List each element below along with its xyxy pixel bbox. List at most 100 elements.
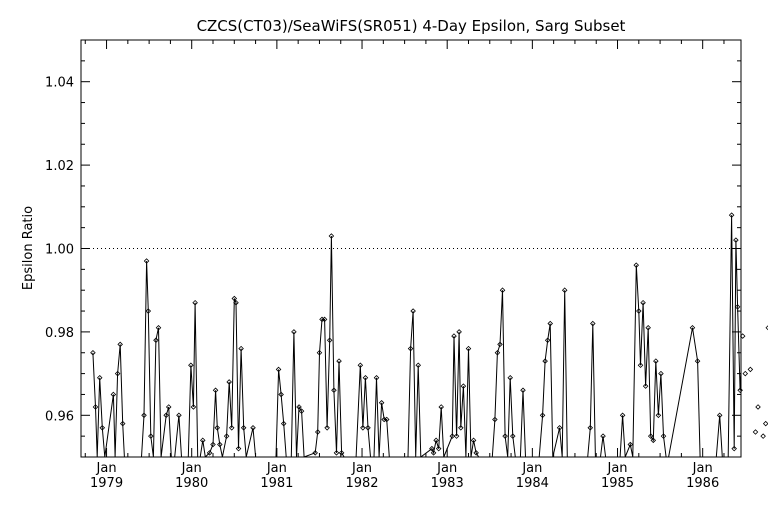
data-point-marker	[223, 433, 230, 439]
data-point-marker	[470, 437, 477, 444]
data-point-marker	[96, 375, 103, 381]
data-point-marker	[453, 433, 460, 439]
data-point-marker	[114, 370, 121, 377]
data-point-marker	[99, 425, 106, 431]
data-point-marker	[619, 412, 626, 419]
data-point-marker	[733, 237, 739, 243]
data-point-marker	[90, 349, 96, 356]
data-point-marker	[176, 412, 182, 419]
data-point-marker	[510, 433, 516, 439]
data-point-marker	[433, 437, 439, 444]
data-point-marker	[378, 400, 385, 406]
data-point-marker	[217, 441, 223, 448]
x-tick-label-month: Jan	[606, 461, 627, 476]
data-point-marker	[660, 433, 667, 439]
data-point-marker	[296, 404, 302, 410]
data-point-marker	[165, 404, 172, 410]
data-point-marker	[492, 416, 498, 423]
data-point-marker	[200, 437, 206, 444]
data-point-marker	[153, 337, 159, 344]
data-point-marker	[728, 212, 735, 218]
data-point-marker	[228, 425, 235, 431]
data-point-marker	[312, 450, 318, 456]
data-point-marker	[430, 450, 437, 456]
data-point-marker	[497, 341, 503, 348]
x-tick-label-month: Jan	[181, 461, 202, 476]
data-point-marker	[556, 425, 563, 431]
data-point-marker	[739, 333, 746, 339]
data-point-marker	[762, 420, 768, 427]
data-point-marker	[647, 433, 654, 439]
data-point-marker	[206, 450, 213, 456]
data-point-marker	[637, 362, 644, 369]
data-point-marker	[298, 408, 305, 414]
data-point-marker	[92, 404, 99, 410]
data-point-marker	[747, 366, 754, 373]
data-point-marker	[141, 412, 147, 419]
data-point-marker	[280, 420, 287, 427]
data-point-marker	[694, 358, 701, 364]
data-point-marker	[429, 445, 435, 452]
data-point-marker	[233, 299, 239, 306]
data-point-marker	[458, 425, 464, 431]
data-point-marker	[328, 233, 335, 239]
x-tick-label-month: Jan	[436, 461, 457, 476]
y-tick-label: 0.98	[45, 326, 74, 341]
data-point-marker	[210, 441, 216, 448]
data-point-marker	[561, 287, 568, 293]
data-point-marker	[190, 404, 197, 410]
data-point-marker	[600, 433, 606, 439]
data-point-marker	[333, 450, 340, 456]
data-point-marker	[226, 379, 232, 385]
data-point-marker	[188, 362, 194, 369]
data-point-marker	[148, 433, 154, 439]
data-point-marker	[494, 349, 501, 356]
data-point-marker	[373, 375, 380, 381]
data-point-marker	[314, 429, 321, 435]
y-tick-label: 1.04	[45, 76, 74, 91]
data-point-marker	[752, 429, 759, 435]
data-point-marker	[119, 420, 126, 427]
x-tick-label-year: 1986	[686, 476, 719, 491]
data-point-marker	[235, 445, 242, 452]
x-tick-label-year: 1983	[431, 476, 464, 491]
data-point-marker	[716, 412, 723, 419]
data-point-marker	[689, 324, 696, 331]
data-point-marker	[163, 412, 169, 419]
data-point-marker	[383, 416, 390, 423]
data-point-marker	[407, 345, 414, 352]
data-point-marker	[451, 333, 457, 339]
data-point-marker	[338, 450, 345, 456]
data-point-marker	[316, 349, 323, 356]
y-tick-label: 1.00	[45, 243, 74, 258]
data-point-marker	[653, 358, 659, 364]
data-point-marker	[415, 362, 422, 369]
data-point-marker	[365, 425, 371, 431]
x-tick-label-month: Jan	[351, 461, 372, 476]
data-point-marker	[435, 445, 442, 452]
x-tick-label-month: Jan	[521, 461, 542, 476]
data-point-marker	[640, 299, 646, 306]
data-point-marker	[326, 337, 333, 344]
data-point-marker	[658, 370, 664, 377]
data-point-marker	[587, 425, 594, 431]
data-point-marker	[655, 412, 662, 419]
data-point-marker	[291, 329, 297, 335]
data-point-marker	[143, 258, 150, 264]
data-point-marker	[465, 345, 472, 352]
data-point-marker	[507, 375, 513, 381]
data-point-marker	[238, 345, 244, 352]
data-point-marker	[645, 324, 651, 331]
data-point-marker	[117, 341, 123, 348]
data-point-marker	[155, 324, 162, 331]
data-point-marker	[324, 425, 330, 431]
data-point-marker	[456, 329, 462, 335]
data-point-marker	[544, 337, 551, 344]
data-point-marker	[336, 358, 342, 364]
plot-frame	[80, 39, 742, 458]
data-point-marker	[547, 320, 554, 327]
data-point-marker	[331, 387, 337, 394]
x-tick-label-month: Jan	[96, 461, 117, 476]
chart-title: CZCS(CT03)/SeaWiFS(SR051) 4-Day Epsilon,…	[197, 17, 626, 35]
data-point-marker	[357, 362, 364, 369]
